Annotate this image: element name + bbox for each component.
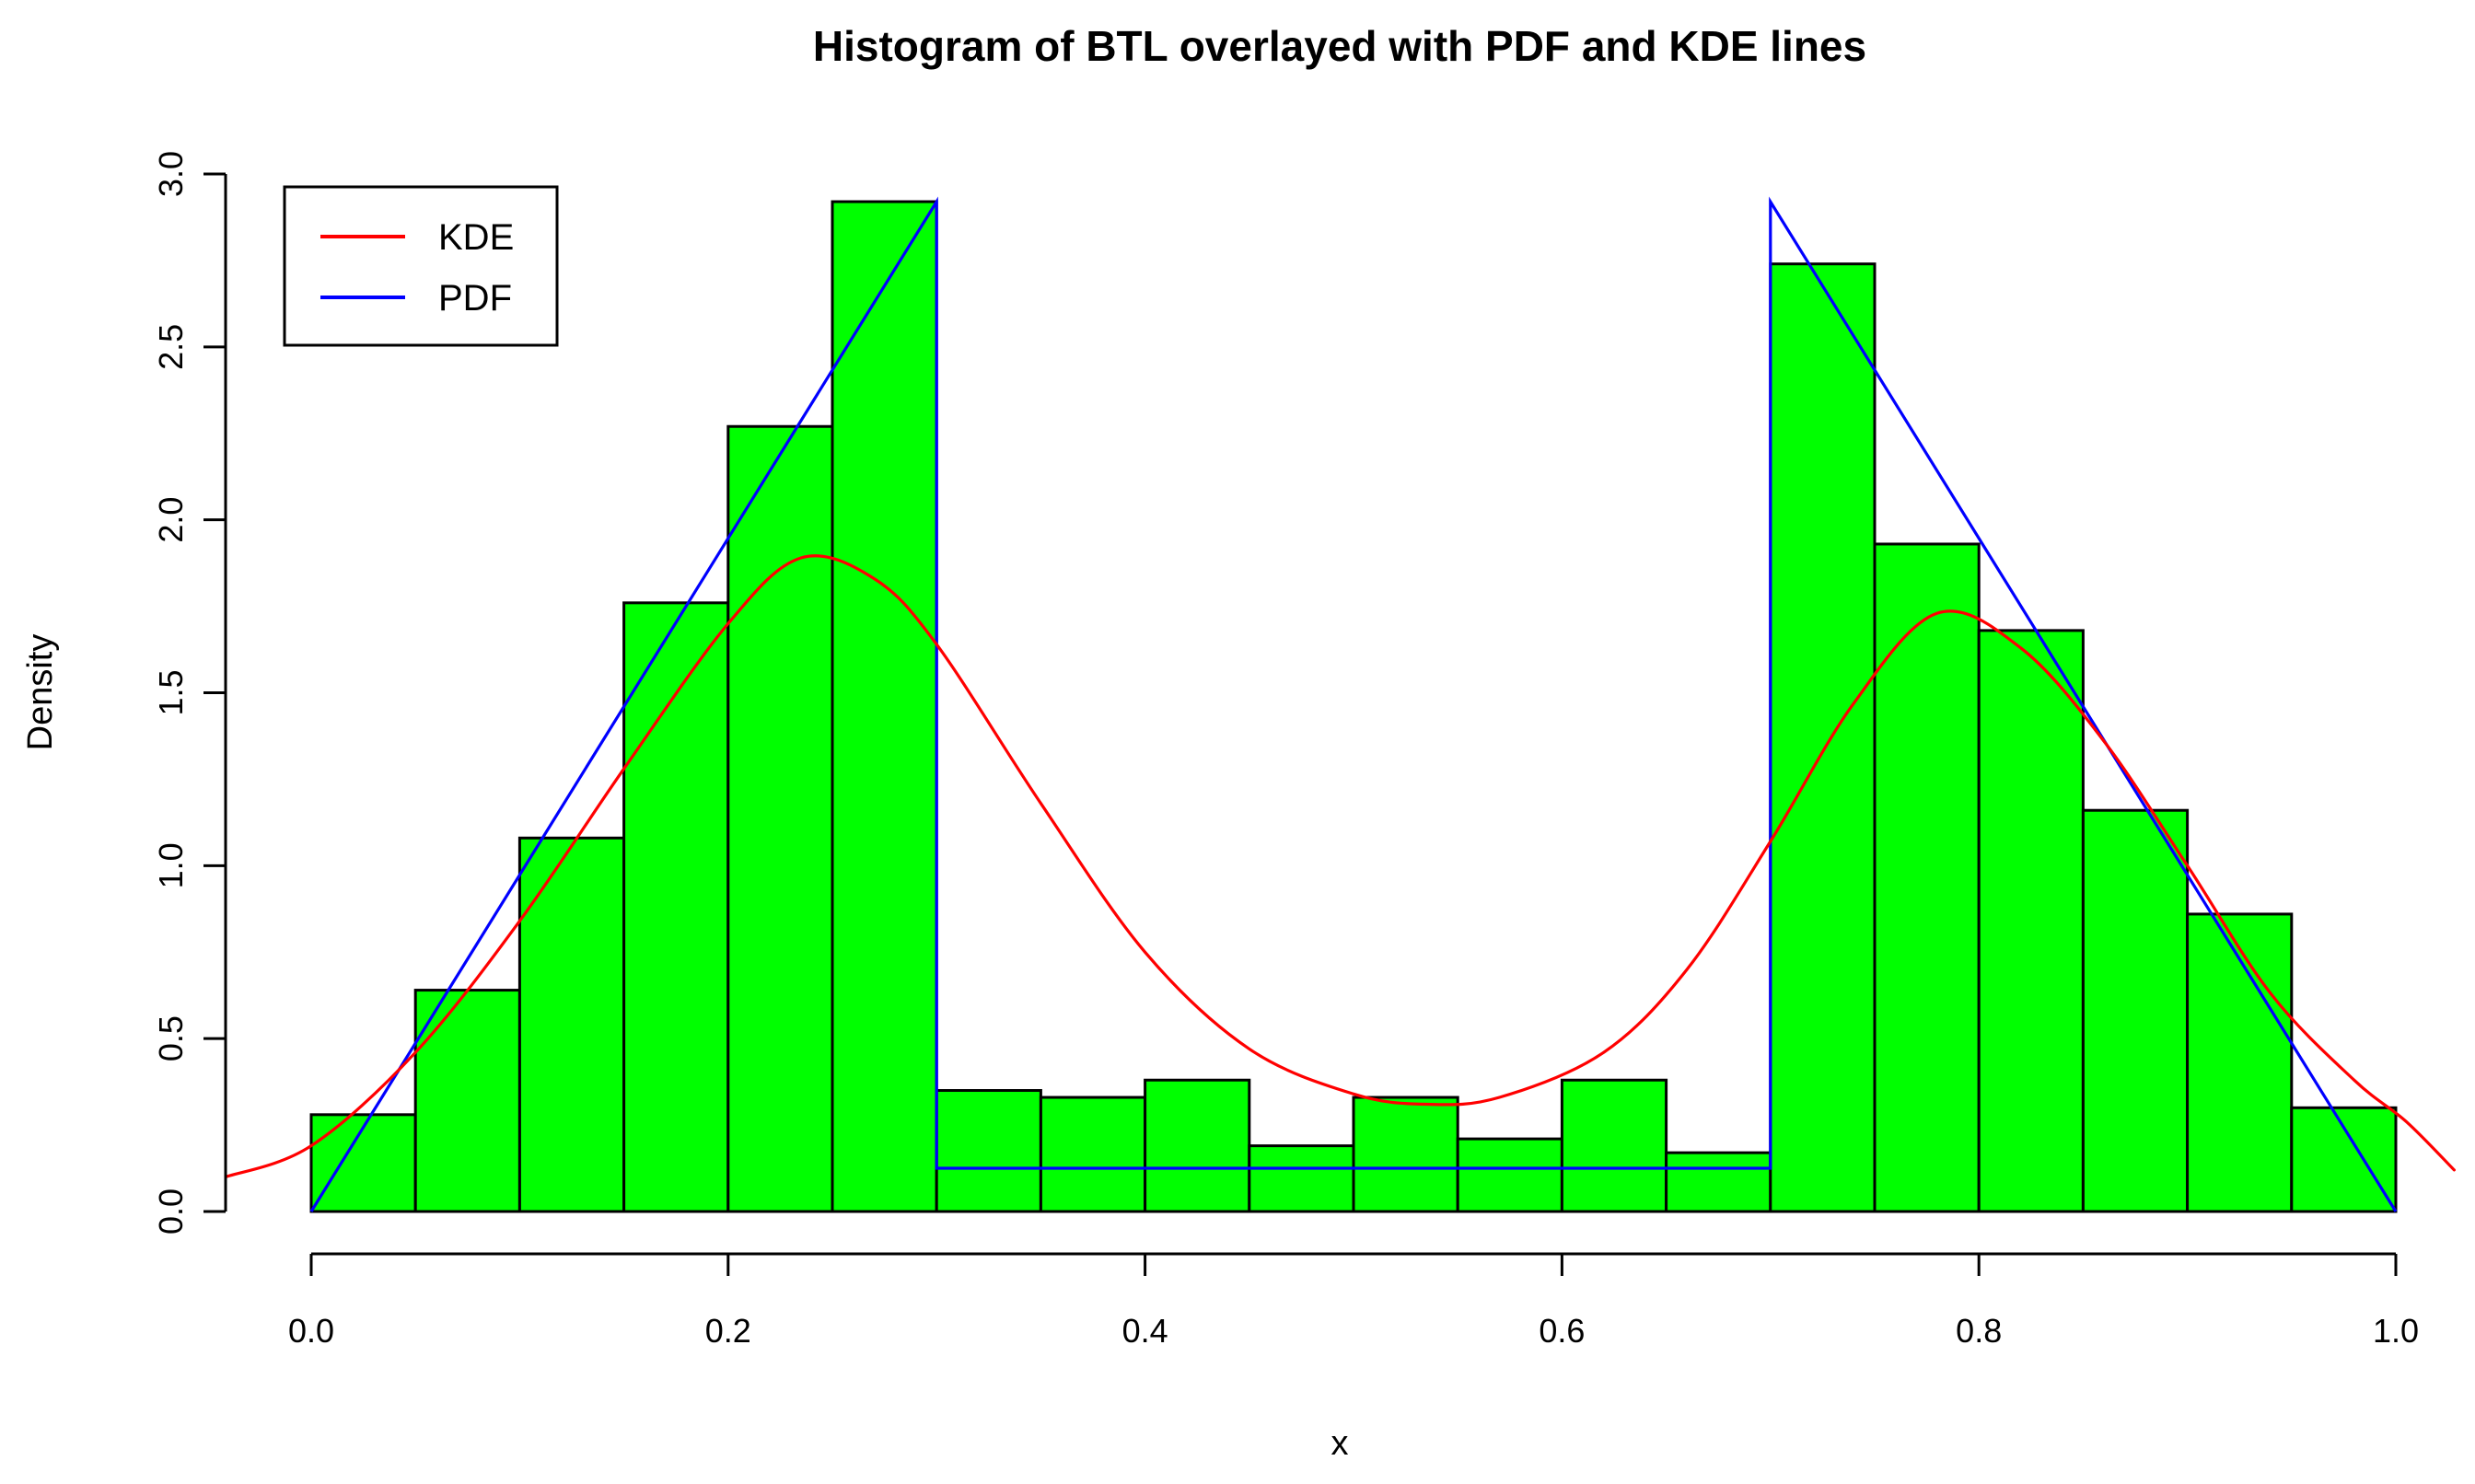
histogram-bar <box>1039 1096 1147 1213</box>
histogram-bar <box>831 200 938 1213</box>
x-tick-label: 0.4 <box>1122 1312 1168 1350</box>
pdf-line <box>309 196 2398 1212</box>
histogram-bar <box>1977 629 2085 1213</box>
histogram-bar <box>1352 1096 1459 1213</box>
y-tick-label: 3.0 <box>152 151 190 197</box>
histogram-bars <box>309 200 2398 1213</box>
histogram-bar <box>2186 912 2294 1213</box>
histogram-bar <box>1456 1137 1563 1213</box>
kde-curve <box>224 554 2456 1178</box>
histogram-bar <box>1665 1151 1772 1213</box>
histogram-bar <box>2290 1106 2398 1213</box>
x-tick-label: 0.8 <box>1956 1312 2002 1350</box>
y-axis-ticks: 0.0 0.5 1.0 1.5 2.0 2.5 3.0 <box>152 151 226 1235</box>
histogram-bar <box>309 1113 417 1213</box>
x-axis-title: x <box>1331 1424 1349 1463</box>
x-tick-label: 0.0 <box>288 1312 334 1350</box>
x-tick-label: 0.2 <box>705 1312 751 1350</box>
legend-kde-label: KDE <box>438 217 514 258</box>
x-tick-label: 1.0 <box>2373 1312 2419 1350</box>
histogram-bar <box>726 424 834 1213</box>
y-tick-label: 2.0 <box>152 497 190 543</box>
legend-box <box>283 185 559 347</box>
histogram-bar <box>1873 542 1981 1213</box>
plot-title: Histogram of BTL overlayed with PDF and … <box>813 22 1866 70</box>
y-tick-label: 0.5 <box>152 1015 190 1061</box>
histogram-bar <box>1144 1078 1251 1213</box>
x-axis-ticks: 0.0 0.2 0.4 0.6 0.8 1.0 <box>288 1254 2419 1350</box>
y-tick-label: 2.5 <box>152 324 190 370</box>
histogram-bar <box>622 601 730 1213</box>
x-tick-label: 0.6 <box>1539 1312 1585 1350</box>
histogram-bar <box>517 836 626 1213</box>
overlay-lines <box>224 196 2456 1212</box>
legend-pdf-label: PDF <box>438 278 512 319</box>
y-tick-label: 0.0 <box>152 1188 190 1235</box>
y-tick-label: 1.5 <box>152 669 190 715</box>
y-axis: 0.0 0.5 1.0 1.5 2.0 2.5 3.0 <box>152 151 227 1235</box>
legend: KDE PDF <box>283 185 559 347</box>
histogram-bar <box>2081 808 2190 1213</box>
histogram-bar <box>413 989 521 1213</box>
y-tick-label: 1.0 <box>152 842 190 888</box>
histogram-bar <box>1769 262 1877 1213</box>
histogram-bar <box>935 1089 1042 1213</box>
x-axis: 0.0 0.2 0.4 0.6 0.8 1.0 <box>288 1252 2419 1350</box>
y-axis-title: Density <box>21 634 60 751</box>
histogram-bar <box>1248 1144 1355 1213</box>
histogram-bar <box>1560 1078 1668 1213</box>
